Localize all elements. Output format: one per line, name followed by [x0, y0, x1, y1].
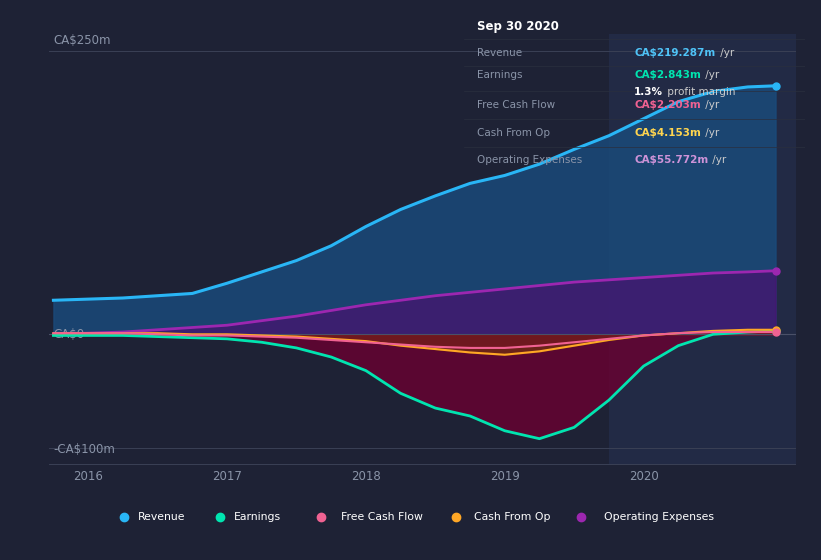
Text: CA$219.287m: CA$219.287m: [635, 48, 715, 58]
Text: Revenue: Revenue: [478, 48, 523, 58]
Text: CA$2.843m: CA$2.843m: [635, 70, 701, 80]
Text: CA$4.153m: CA$4.153m: [635, 128, 701, 138]
Text: /yr: /yr: [709, 155, 727, 165]
Text: /yr: /yr: [702, 128, 719, 138]
Bar: [609, 34, 796, 465]
Text: Sep 30 2020: Sep 30 2020: [478, 20, 559, 32]
Text: Cash From Op: Cash From Op: [478, 128, 551, 138]
Text: Revenue: Revenue: [138, 512, 186, 522]
Text: -CA$100m: -CA$100m: [53, 443, 115, 456]
Text: /yr: /yr: [702, 70, 719, 80]
Text: CA$55.772m: CA$55.772m: [635, 155, 709, 165]
Text: Free Cash Flow: Free Cash Flow: [478, 100, 556, 110]
Text: CA$250m: CA$250m: [53, 34, 111, 46]
Text: profit margin: profit margin: [664, 87, 736, 97]
Text: CA$0: CA$0: [53, 328, 84, 341]
Text: /yr: /yr: [717, 48, 734, 58]
Text: Earnings: Earnings: [478, 70, 523, 80]
Text: /yr: /yr: [702, 100, 719, 110]
Text: Free Cash Flow: Free Cash Flow: [342, 512, 424, 522]
Text: Operating Expenses: Operating Expenses: [604, 512, 713, 522]
Text: Earnings: Earnings: [234, 512, 281, 522]
Text: Operating Expenses: Operating Expenses: [478, 155, 583, 165]
Text: CA$2.203m: CA$2.203m: [635, 100, 701, 110]
Text: Cash From Op: Cash From Op: [474, 512, 550, 522]
Text: 1.3%: 1.3%: [635, 87, 663, 97]
